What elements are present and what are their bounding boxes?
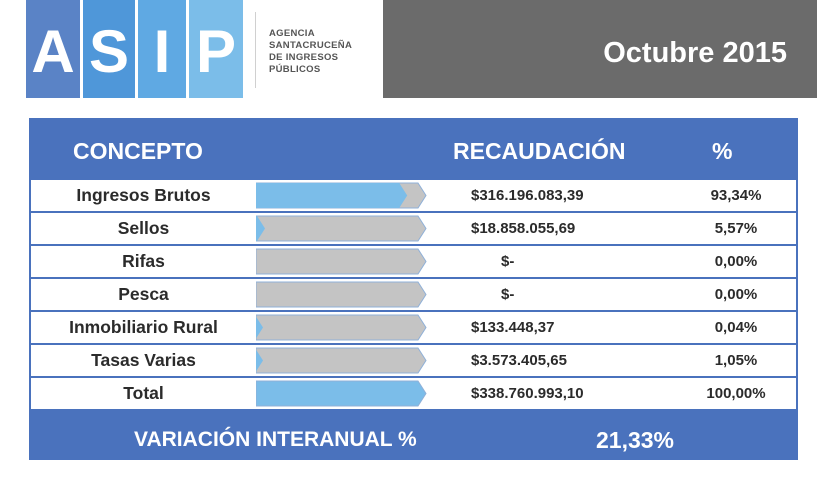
row-recaudacion: $18.858.055,69	[471, 220, 576, 237]
agency-line: DE INGRESOS	[269, 52, 339, 63]
row-porcentaje: 0,04%	[714, 319, 758, 336]
table-header: CONCEPTO RECAUDACIÓN %	[29, 118, 798, 180]
table-row: Pesca $- 0,00%	[31, 279, 796, 312]
table-row-total: Total $338.760.993,10 100,00%	[31, 378, 796, 411]
share-bar-graphic	[256, 347, 427, 374]
variacion-value: 21,33%	[596, 427, 675, 453]
table-row: Sellos $18.858.055,69 5,57%	[31, 213, 796, 246]
row-concepto: Rifas	[122, 251, 165, 271]
row-concepto: Ingresos Brutos	[76, 185, 211, 205]
logo-letters: A S I P	[26, 0, 243, 98]
share-bar	[256, 345, 428, 376]
row-porcentaje: 0,00%	[714, 253, 758, 270]
row-concepto: Total	[123, 383, 164, 403]
table-row: Tasas Varias $3.573.405,65 1,05%	[31, 345, 796, 378]
logo-letter-p: P	[189, 0, 243, 98]
row-porcentaje: 100,00%	[706, 385, 766, 402]
header-porcentaje: %	[712, 138, 733, 164]
row-recaudacion: $-	[501, 286, 515, 303]
variacion-label: VARIACIÓN INTERANUAL %	[134, 428, 417, 451]
asip-logo: A S I P AGENCIA SANTACRUCEÑA DE INGRESOS…	[0, 0, 383, 98]
table-footer: VARIACIÓN INTERANUAL % 21,33%	[29, 418, 798, 460]
share-bar-fill	[256, 183, 408, 208]
logo-divider	[255, 12, 256, 88]
row-porcentaje: 0,00%	[714, 286, 758, 303]
header-recaudacion: RECAUDACIÓN	[453, 138, 626, 164]
share-bar-graphic	[256, 380, 427, 407]
row-recaudacion: $316.196.083,39	[471, 187, 584, 204]
table-body: Ingresos Brutos $316.196.083,39 93,34% S…	[31, 180, 796, 411]
share-bar-graphic	[256, 182, 427, 209]
row-porcentaje: 5,57%	[714, 220, 758, 237]
revenue-table: CONCEPTO RECAUDACIÓN % Ingresos Brutos $…	[29, 118, 798, 460]
share-bar-graphic	[256, 248, 427, 275]
header-concepto: CONCEPTO	[73, 138, 203, 164]
share-bar-track	[256, 281, 427, 308]
logo-letter-a: A	[26, 0, 80, 98]
share-bar	[256, 213, 428, 244]
agency-line: PÚBLICOS	[269, 64, 321, 75]
share-bar-track	[256, 248, 427, 275]
period-title: Octubre 2015	[603, 37, 787, 69]
table-row: Ingresos Brutos $316.196.083,39 93,34%	[31, 180, 796, 213]
period-banner: Octubre 2015	[383, 0, 817, 98]
share-bar	[256, 312, 428, 343]
page-header: A S I P AGENCIA SANTACRUCEÑA DE INGRESOS…	[0, 0, 817, 98]
row-porcentaje: 1,05%	[714, 352, 758, 369]
share-bar-track	[256, 347, 427, 374]
logo-letter-i: I	[138, 0, 186, 98]
share-bar-graphic	[256, 215, 427, 242]
row-recaudacion: $133.448,37	[471, 319, 555, 336]
agency-line: SANTACRUCEÑA	[269, 40, 353, 51]
share-bar-track	[256, 380, 427, 407]
row-recaudacion: $3.573.405,65	[471, 352, 567, 369]
share-bar-graphic	[256, 314, 427, 341]
row-recaudacion: $-	[501, 253, 515, 270]
row-concepto: Pesca	[118, 284, 169, 304]
row-recaudacion: $338.760.993,10	[471, 385, 584, 402]
share-bar-track	[256, 314, 427, 341]
row-concepto: Inmobiliario Rural	[69, 317, 218, 337]
row-concepto: Tasas Varias	[91, 350, 196, 370]
row-porcentaje: 93,34%	[710, 187, 762, 204]
share-bar	[256, 180, 428, 211]
share-bar-fill	[256, 216, 266, 241]
share-bar-track	[256, 215, 427, 242]
share-bar	[256, 378, 428, 409]
share-bar-fill	[256, 315, 263, 340]
table-row: Rifas $- 0,00%	[31, 246, 796, 279]
share-bar	[256, 279, 428, 310]
share-bar-fill	[256, 348, 263, 373]
share-bar	[256, 246, 428, 277]
row-concepto: Sellos	[117, 218, 170, 238]
table-row: Inmobiliario Rural $133.448,37 0,04%	[31, 312, 796, 345]
logo-letter-s: S	[83, 0, 135, 98]
share-bar-graphic	[256, 281, 427, 308]
agency-line: AGENCIA	[269, 28, 315, 39]
agency-name: AGENCIA SANTACRUCEÑA DE INGRESOS PÚBLICO…	[269, 28, 352, 76]
